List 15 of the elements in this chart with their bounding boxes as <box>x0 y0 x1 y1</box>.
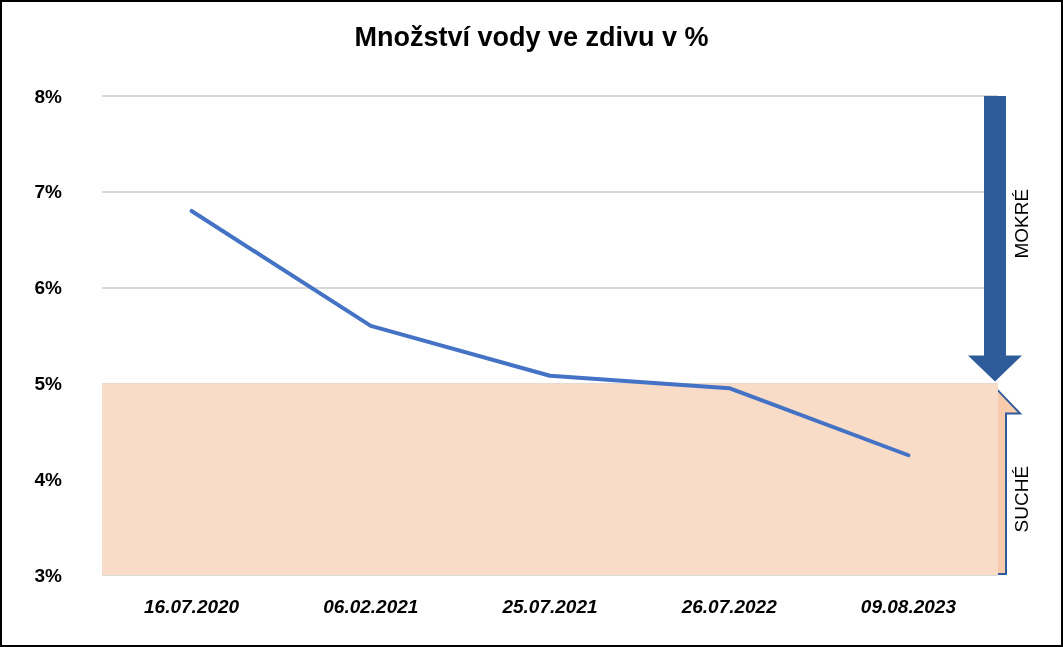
y-tick-label: 5% <box>34 372 63 394</box>
chart-title: Množství vody ve zdivu v % <box>354 21 709 52</box>
y-tick-label: 4% <box>34 468 63 490</box>
y-tick-label: 8% <box>34 85 63 107</box>
y-tick-label: 3% <box>34 564 63 586</box>
x-tick-label: 26.07.2022 <box>680 596 778 617</box>
line-series <box>189 208 911 458</box>
x-tick-label: 06.02.2021 <box>323 596 419 617</box>
y-tick-label: 6% <box>34 277 63 299</box>
y-tick-label: 7% <box>34 181 63 203</box>
x-tick-label: 25.07.2021 <box>501 596 598 617</box>
band-label: SUCHÉ <box>1010 465 1032 533</box>
x-tick-label: 09.08.2023 <box>860 596 957 617</box>
x-tick-label: 16.07.2020 <box>144 596 240 617</box>
text: MOKRÉ <box>1010 188 1032 259</box>
